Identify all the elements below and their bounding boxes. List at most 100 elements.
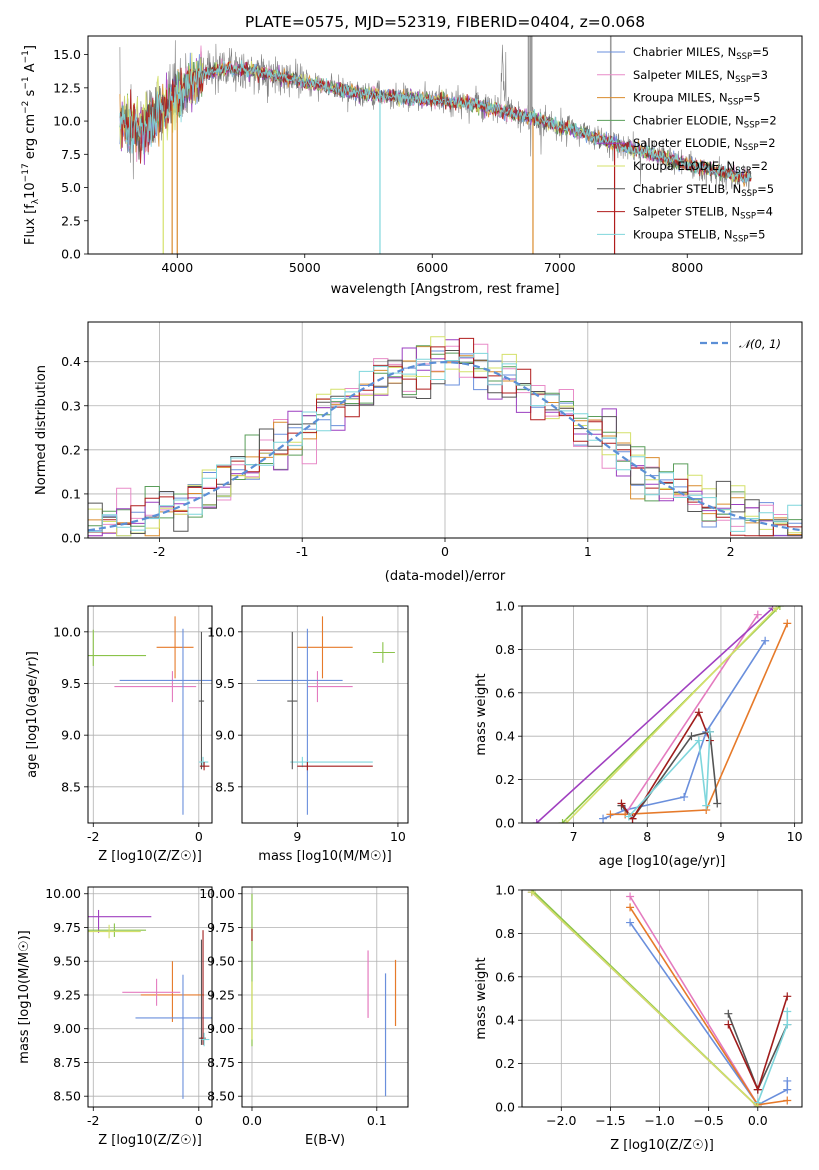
x-tick-label: -2	[153, 544, 165, 559]
axes-massweight-vs-Z: −2.0 −1.5 −1.0 −0.5 0.0 0.0 0.2 0.4 0.6 0.8 1.0 mas…	[474, 883, 803, 1153]
legend-entry-normal: 𝒩(0, 1)	[739, 337, 781, 351]
y-tick-label: 9.50	[207, 954, 235, 969]
axes-spectrum: 4000 5000 6000 7000 8000 0.0 2.5 5.0 7.5 10.0 12.5…	[21, 35, 803, 297]
weight-marker	[527, 890, 536, 897]
weight-marker	[626, 903, 635, 912]
legend-entry-2: Kroupa MILES, NSSP=5	[633, 91, 760, 108]
axes-frame	[87, 886, 213, 1108]
plot-area	[88, 336, 802, 537]
legend-entry-0: Chabrier MILES, NSSP=5	[633, 45, 769, 62]
weight-marker	[606, 810, 615, 819]
legend-entry-4: Salpeter ELODIE, NSSP=2	[633, 136, 776, 153]
y-axis-label: Normed distribution	[34, 365, 49, 495]
weight-marker	[702, 801, 711, 810]
y-tick-label: 9.00	[53, 1021, 81, 1036]
weight-marker	[532, 819, 541, 823]
y-tick-label: 8.75	[53, 1055, 81, 1070]
axes-frame	[241, 886, 409, 1108]
weight-marker	[783, 1085, 792, 1094]
y-tick-label: 9.0	[215, 728, 235, 743]
plot-area	[527, 890, 792, 1107]
y-tick-label: 9.5	[215, 676, 235, 691]
x-axis-label: age [log10(age/yr)]	[599, 854, 726, 869]
y-tick-label: 9.5	[61, 676, 81, 691]
y-axis-label-part: Flux [f	[23, 204, 38, 245]
x-tick-label: 10	[787, 829, 803, 844]
x-tick-label: -1	[296, 544, 308, 559]
weight-marker	[772, 606, 781, 613]
x-tick-label: 2	[727, 544, 735, 559]
y-tick-label: 0.6	[495, 685, 515, 700]
x-tick-label: 10	[390, 829, 406, 844]
legend-entry-7: Salpeter STELIB, NSSP=4	[633, 205, 773, 222]
y-tick-label: 0.2	[495, 1056, 515, 1071]
legend: Chabrier MILES, NSSP=5 Salpeter MILES, NS…	[597, 45, 777, 244]
y-axis-label: age [log10(age/yr)]	[25, 651, 40, 778]
weight-marker	[724, 1020, 733, 1029]
y-tick-label: 0.2	[495, 772, 515, 787]
weight-marker	[783, 1007, 792, 1016]
y-tick-label: 9.75	[207, 920, 235, 935]
y-tick-label: 8.75	[207, 1055, 235, 1070]
x-axis-label: Z [log10(Z/Z☉)]	[98, 849, 202, 864]
y-tick-label: 1.0	[495, 599, 515, 614]
y-tick-label: 0.0	[61, 531, 81, 546]
y-axis-label: mass weight	[474, 957, 489, 1039]
y-tick-label: 10.0	[53, 114, 81, 129]
normal-curve	[88, 360, 802, 532]
axes-age-vs-Z: -2 0 8.5 9.0 9.5 10.0 age [log10(age/yr)] Z [lo…	[25, 605, 213, 864]
y-tick-label: 0.4	[495, 729, 515, 744]
x-tick-label: 8000	[671, 260, 703, 275]
y-tick-label: 9.50	[53, 954, 81, 969]
x-tick-label: 7000	[544, 260, 576, 275]
x-tick-label: −0.5	[693, 1113, 723, 1128]
weight-marker	[724, 1009, 733, 1018]
axes-mass-vs-Z: -2 0 8.50 8.75 9.00 9.25 9.50 9.75 10.00 mass [lo…	[17, 886, 213, 1148]
x-tick-label: 6000	[416, 260, 448, 275]
y-tick-label: 1.0	[495, 883, 515, 898]
axes-frame	[87, 605, 213, 824]
plot-area	[88, 616, 212, 815]
y-axis-label-part: λ	[31, 198, 41, 204]
weight-marker	[783, 1020, 792, 1029]
x-tick-label: 0	[195, 1113, 203, 1128]
weight-marker	[713, 799, 722, 808]
histogram-step-8	[88, 352, 802, 537]
y-tick-label: 9.0	[61, 728, 81, 743]
x-tick-label: 0.0	[242, 1113, 262, 1128]
axes-mass-vs-ebv: 0.0 0.1 8.50 8.75 9.00 9.25 9.50 9.75 10.00 E(B-V…	[199, 886, 409, 1148]
y-axis-label-part: 10	[23, 182, 38, 199]
x-axis-label: (data-model)/error	[385, 569, 506, 584]
legend-entry-1: Salpeter MILES, NSSP=3	[633, 68, 768, 85]
weight-line-2	[610, 623, 789, 816]
y-tick-label: 15.0	[53, 47, 81, 62]
y-tick-label: 0.4	[495, 1013, 515, 1028]
plot-area	[119, 36, 752, 254]
y-axis-label-part: s	[23, 89, 38, 100]
y-axis-label-part: −1	[21, 50, 31, 63]
legend-entry-5: Kroupa ELODIE, NSSP=2	[633, 159, 768, 176]
x-axis-label: mass [log10(M/M☉)]	[258, 849, 391, 864]
x-tick-label: 9	[717, 829, 725, 844]
axes-age-vs-mass: 9 10 8.5 9.0 9.5 10.0 mass [log10(M/M☉)]	[207, 605, 409, 864]
y-tick-label: 9.25	[53, 987, 81, 1002]
y-tick-label: 0.8	[495, 926, 515, 941]
weight-line-4	[620, 710, 711, 821]
y-axis-label: Flux [fλ10−17 erg cm−2 s−1 A−1]	[21, 45, 41, 245]
y-tick-label: 8.5	[61, 779, 81, 794]
y-axis-label-part: A	[23, 63, 38, 76]
y-axis-label: mass weight	[474, 673, 489, 755]
x-tick-label: 8	[643, 829, 651, 844]
plot-area	[257, 616, 395, 815]
y-tick-label: 0.0	[495, 816, 515, 831]
y-tick-label: 9.00	[207, 1021, 235, 1036]
weight-line-5	[628, 731, 711, 818]
weight-marker	[694, 736, 703, 745]
weight-line-8	[531, 891, 759, 1107]
axes-frame	[241, 605, 409, 824]
y-axis-label-part: −2	[21, 101, 31, 114]
weight-marker	[753, 610, 762, 619]
x-axis-label: Z [log10(Z/Z☉)]	[98, 1133, 202, 1148]
